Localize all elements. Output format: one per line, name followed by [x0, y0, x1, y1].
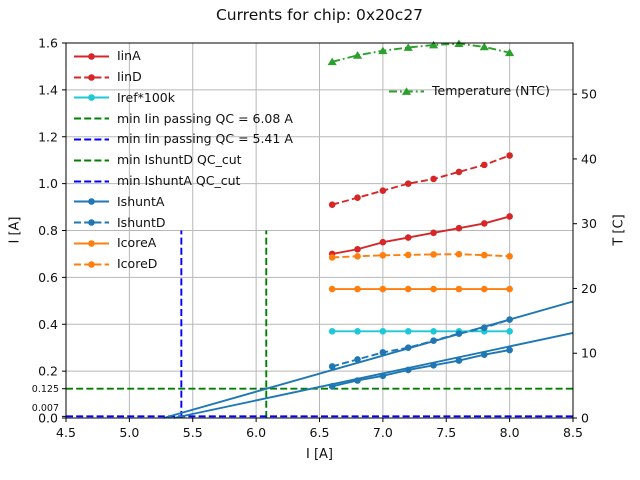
- legend-item-iref-100k: Iref*100k: [74, 88, 293, 109]
- legend-label: Iref*100k: [117, 89, 175, 105]
- svg-text:4.5: 4.5: [56, 425, 76, 440]
- legend-label: IcoreD: [117, 256, 158, 272]
- legend-label: IinD: [117, 68, 142, 84]
- legend-label: IshuntA: [117, 193, 165, 209]
- legend-main: IinA IinD Iref*100k min Iin passing QC = 6.…: [74, 46, 293, 275]
- series-ishunta: [328, 346, 513, 390]
- series-icored: [328, 250, 513, 261]
- legend-label: Temperature (NTC): [432, 83, 550, 99]
- svg-text:1.6: 1.6: [38, 36, 58, 51]
- y-axis-right: 0 10 20 30 40 50: [573, 87, 597, 426]
- svg-text:1.0: 1.0: [38, 176, 58, 191]
- legend-line-sample: [74, 180, 109, 183]
- legend-line-sample: [74, 53, 109, 60]
- svg-text:1.4: 1.4: [38, 82, 58, 97]
- legend-line-sample: [74, 73, 109, 81]
- svg-text:7.0: 7.0: [373, 425, 393, 440]
- legend-label: IinA: [117, 48, 141, 64]
- legend-label: IcoreA: [117, 235, 157, 251]
- svg-text:30: 30: [581, 216, 597, 231]
- svg-text:0.007: 0.007: [32, 403, 59, 414]
- svg-text:6.0: 6.0: [246, 425, 266, 440]
- svg-text:50: 50: [581, 87, 597, 102]
- svg-text:0.4: 0.4: [38, 317, 58, 332]
- legend-line-sample: [74, 159, 109, 162]
- legend-line-sample: [74, 219, 109, 227]
- series-icorea: [328, 285, 513, 293]
- legend-item-icored: IcoreD: [74, 254, 293, 275]
- legend-item-icorea: IcoreA: [74, 233, 293, 254]
- legend-item-min-ishunta-qc-cut: min IshuntA QC_cut: [74, 171, 293, 192]
- legend-line-sample: [74, 117, 109, 120]
- legend-item-ishuntd: IshuntD: [74, 212, 293, 233]
- svg-text:40: 40: [581, 151, 597, 166]
- x-axis-label: I [A]: [305, 447, 333, 462]
- legend-line-sample: [74, 198, 109, 206]
- svg-text:10: 10: [581, 346, 597, 361]
- legend-temperature: Temperature (NTC): [389, 81, 550, 102]
- legend-line-sample: [389, 87, 424, 95]
- legend-label: min Iin passing QC = 6.08 A: [117, 110, 293, 126]
- legend-line-sample: [74, 138, 109, 141]
- svg-text:5.5: 5.5: [183, 425, 203, 440]
- svg-text:0.8: 0.8: [38, 223, 58, 238]
- legend-label: IshuntD: [117, 214, 166, 230]
- svg-text:8.0: 8.0: [500, 425, 520, 440]
- svg-text:0.125: 0.125: [32, 384, 59, 395]
- svg-text:0: 0: [581, 411, 589, 426]
- legend-item-min-iin-passing-qc-5-41-a: min Iin passing QC = 5.41 A: [74, 129, 293, 150]
- legend-line-sample: [74, 261, 109, 268]
- qc-reference-lines: [66, 230, 573, 418]
- y-axis-label-right: T [C]: [611, 214, 627, 246]
- svg-text:6.5: 6.5: [310, 425, 330, 440]
- legend-line-sample: [74, 94, 109, 102]
- legend-item-iina: IinA: [74, 46, 293, 67]
- y-axis-left: 0.0 0.2 0.4 0.6 0.8 1.0 1.2 1.4 1.6 0.125 0.007: [32, 36, 66, 426]
- legend-line-sample: [74, 240, 109, 247]
- legend-label: min Iin passing QC = 5.41 A: [117, 131, 293, 147]
- legend-item-min-iin-passing-qc-6-08-a: min Iin passing QC = 6.08 A: [74, 108, 293, 129]
- svg-text:20: 20: [581, 281, 597, 296]
- svg-text:0.2: 0.2: [38, 364, 58, 379]
- y-axis-label-left: I [A]: [7, 216, 23, 244]
- svg-text:0.0: 0.0: [38, 411, 58, 426]
- series-ishuntd: [328, 316, 513, 370]
- x-axis: 4.5 5.0 5.5 6.0 6.5 7.0 7.5 8.0 8.5: [56, 418, 583, 440]
- legend-item-min-ishuntd-qc-cut: min IshuntD QC_cut: [74, 150, 293, 171]
- svg-text:0.6: 0.6: [38, 270, 58, 285]
- legend-item-ishunta: IshuntA: [74, 192, 293, 213]
- svg-text:1.2: 1.2: [38, 129, 58, 144]
- series-iind: [328, 152, 513, 209]
- series-iina: [328, 213, 513, 258]
- svg-text:5.0: 5.0: [119, 425, 139, 440]
- svg-text:8.5: 8.5: [563, 425, 583, 440]
- legend-label: min IshuntA QC_cut: [117, 172, 241, 188]
- svg-text:7.5: 7.5: [436, 425, 456, 440]
- legend-label: min IshuntD QC_cut: [117, 152, 242, 168]
- chart-title: Currents for chip: 0x20c27: [215, 6, 424, 24]
- legend-item-iind: IinD: [74, 67, 293, 88]
- legend-item-temperature-ntc-: Temperature (NTC): [389, 81, 550, 102]
